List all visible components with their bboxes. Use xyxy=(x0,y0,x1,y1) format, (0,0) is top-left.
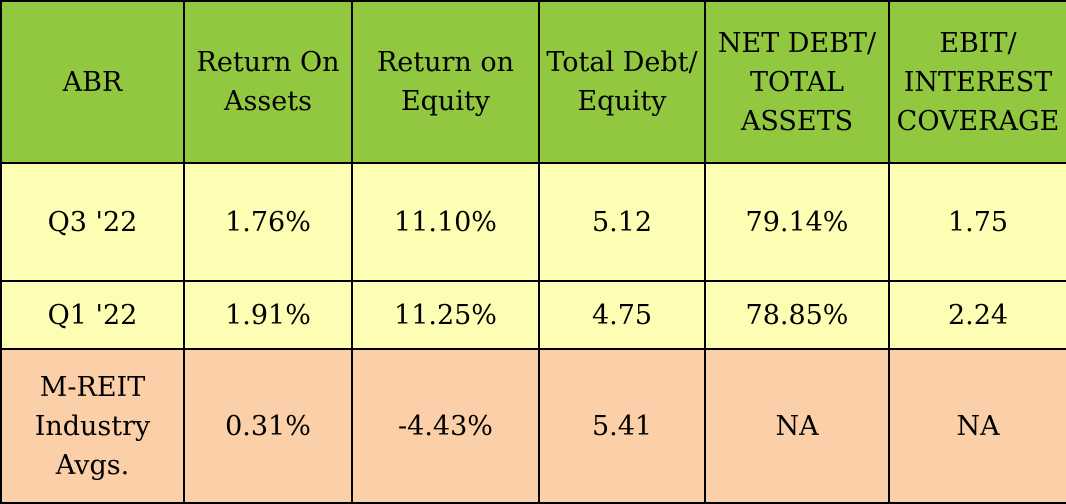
header-label: Return on Equity xyxy=(376,47,515,117)
row-label-cell: Q3 '22 xyxy=(0,162,185,282)
header-cell-total-debt-equity: Total Debt/ Equity xyxy=(538,0,706,164)
header-label: EBIT/ INTEREST COVERAGE xyxy=(896,27,1060,137)
cell-value: 79.14% xyxy=(745,206,849,238)
cell-value: 11.10% xyxy=(394,206,497,238)
table-row-mreit-industry-avgs: M-REIT Industry Avgs. 0.31% -4.43% 5.41 … xyxy=(0,348,1066,504)
table-cell: NA xyxy=(888,348,1066,504)
cell-value: 78.85% xyxy=(745,299,849,331)
cell-value: -4.43% xyxy=(398,410,493,442)
row-label-cell: Q1 '22 xyxy=(0,280,185,350)
table-cell: 11.10% xyxy=(351,162,540,282)
cell-value: NA xyxy=(956,410,1000,442)
header-label: NET DEBT/ TOTAL ASSETS xyxy=(717,27,877,137)
cell-value: 0.31% xyxy=(225,410,311,442)
table-cell: 5.41 xyxy=(538,348,706,504)
table-cell: 2.24 xyxy=(888,280,1066,350)
table-cell: NA xyxy=(704,348,890,504)
table-row-q3-22: Q3 '22 1.76% 11.10% 5.12 79.14% 1.75 xyxy=(0,162,1066,282)
header-cell-net-debt-total-assets: NET DEBT/ TOTAL ASSETS xyxy=(704,0,890,164)
cell-value: 4.75 xyxy=(591,299,653,331)
table-cell: 5.12 xyxy=(538,162,706,282)
row-label: Q1 '22 xyxy=(47,299,138,331)
header-cell-return-on-equity: Return on Equity xyxy=(351,0,540,164)
cell-value: 5.41 xyxy=(591,410,653,442)
header-cell-return-on-assets: Return On Assets xyxy=(183,0,353,164)
cell-value: 1.75 xyxy=(947,206,1009,238)
header-label: Return On Assets xyxy=(196,47,340,117)
row-label: M-REIT Industry Avgs. xyxy=(34,371,151,481)
header-cell-ebit-interest-coverage: EBIT/ INTEREST COVERAGE xyxy=(888,0,1066,164)
row-label-cell: M-REIT Industry Avgs. xyxy=(0,348,185,504)
table-cell: 1.75 xyxy=(888,162,1066,282)
table-cell: 1.91% xyxy=(183,280,353,350)
header-cell-abr: ABR xyxy=(0,0,185,164)
cell-value: 11.25% xyxy=(394,299,497,331)
table-cell: 79.14% xyxy=(704,162,890,282)
header-label: ABR xyxy=(62,66,123,98)
row-label: Q3 '22 xyxy=(47,206,138,238)
table-cell: 4.75 xyxy=(538,280,706,350)
cell-value: 2.24 xyxy=(947,299,1009,331)
table-cell: 78.85% xyxy=(704,280,890,350)
header-label: Total Debt/ Equity xyxy=(546,47,698,117)
table-row-q1-22: Q1 '22 1.91% 11.25% 4.75 78.85% 2.24 xyxy=(0,280,1066,350)
table-cell: 0.31% xyxy=(183,348,353,504)
table-cell: 11.25% xyxy=(351,280,540,350)
cell-value: NA xyxy=(775,410,819,442)
cell-value: 1.76% xyxy=(225,206,311,238)
cell-value: 5.12 xyxy=(591,206,653,238)
header-row: ABR Return On Assets Return on Equity To… xyxy=(0,0,1066,164)
table-cell: -4.43% xyxy=(351,348,540,504)
table-cell: 1.76% xyxy=(183,162,353,282)
cell-value: 1.91% xyxy=(225,299,311,331)
